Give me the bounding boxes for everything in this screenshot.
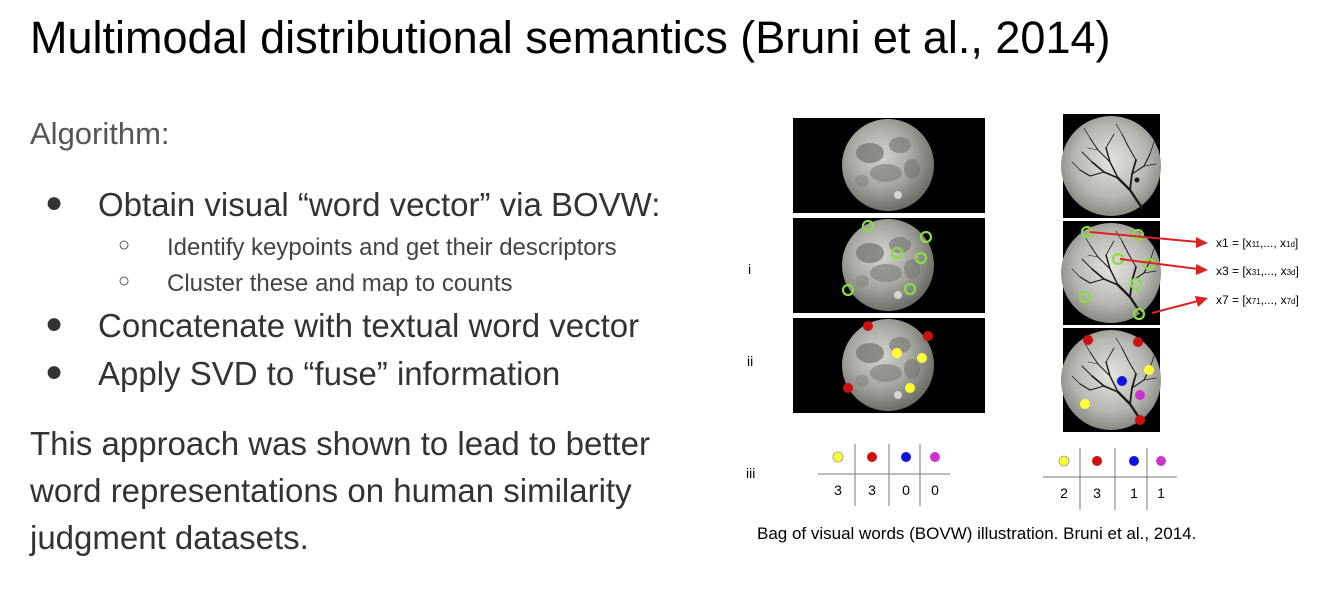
count-cell: 3 [868,482,876,498]
arrow-head-icon [1195,296,1208,307]
red-dot-icon [923,331,933,341]
moon-image-left-keypoints [793,218,985,313]
bullet-text: Obtain visual “word vector” via BOVW: [98,186,661,223]
vector-label-x1: x1 = [x11,..., x1d] [1216,236,1298,250]
yellow-dot-icon [832,451,844,463]
conclusion-text: This approach was shown to lead to bette… [30,425,651,556]
blue-dot-icon [1129,456,1139,466]
yellow-dot-icon [917,353,927,363]
slide-title: Multimodal distributional semantics (Bru… [30,12,1111,63]
magenta-dot-icon [1156,456,1166,466]
count-cell: 1 [1157,485,1165,501]
red-dot-icon [867,452,877,462]
count-cell: 3 [1093,485,1101,501]
arrow-head-icon [1196,237,1208,248]
red-dot-icon [1133,337,1143,347]
row-label-iii: iii [746,465,755,481]
red-dot-icon [863,321,873,331]
count-cell: 2 [1060,485,1068,501]
moon-image-left-clustered [793,318,985,413]
subitem-circle-icon: ○ [118,270,131,292]
yellow-dot-icon [1144,365,1154,375]
subitem-circle-icon: ○ [118,234,131,256]
keypoint-arrows [1089,231,1208,314]
moon-image-right-clustered [1061,328,1161,432]
yellow-dot-icon [892,348,902,358]
bullet-text: Apply SVD to “fuse” information [98,355,561,392]
bullet-text: Concatenate with textual word vector [98,307,640,344]
moon-image-right-original [1061,114,1161,218]
bullet-dot-icon: ● [45,186,64,219]
algorithm-label: Algorithm: [30,116,170,151]
subitem-text: Cluster these and map to counts [167,270,513,297]
row-label-ii: ii [747,353,753,369]
bullet-dot-icon: ● [45,355,64,388]
arrow-head-icon [1196,264,1208,275]
yellow-dot-icon [1058,455,1070,467]
count-cell: 1 [1130,485,1138,501]
vector-label-x7: x7 = [x71,..., x7d] [1216,293,1299,307]
blue-dot-icon [1117,376,1127,386]
blue-dot-icon [901,452,911,462]
moon-image-left-original [793,118,985,213]
magenta-dot-icon [1135,390,1145,400]
red-dot-icon [1083,335,1093,345]
magenta-dot-icon [930,452,940,462]
histogram-right: 2 3 1 1 [1043,448,1177,510]
yellow-dot-icon [905,383,915,393]
vector-label-x3: x3 = [x31,..., x3d] [1216,264,1299,278]
count-cell: 0 [931,482,939,498]
moon-image-right-keypoints [1061,221,1161,325]
count-cell: 3 [834,482,842,498]
bullet-dot-icon: ● [45,307,64,340]
figure-caption: Bag of visual words (BOVW) illustration.… [757,524,1197,543]
keypoint-markers [841,219,933,297]
red-dot-icon [1135,415,1145,425]
red-dot-icon [843,383,853,393]
row-label-i: i [748,261,751,277]
count-cell: 0 [902,482,910,498]
histogram-left: 3 3 0 0 [818,444,950,506]
yellow-dot-icon [1080,399,1090,409]
subitem-text: Identify keypoints and get their descrip… [167,234,617,261]
red-dot-icon [1092,456,1102,466]
